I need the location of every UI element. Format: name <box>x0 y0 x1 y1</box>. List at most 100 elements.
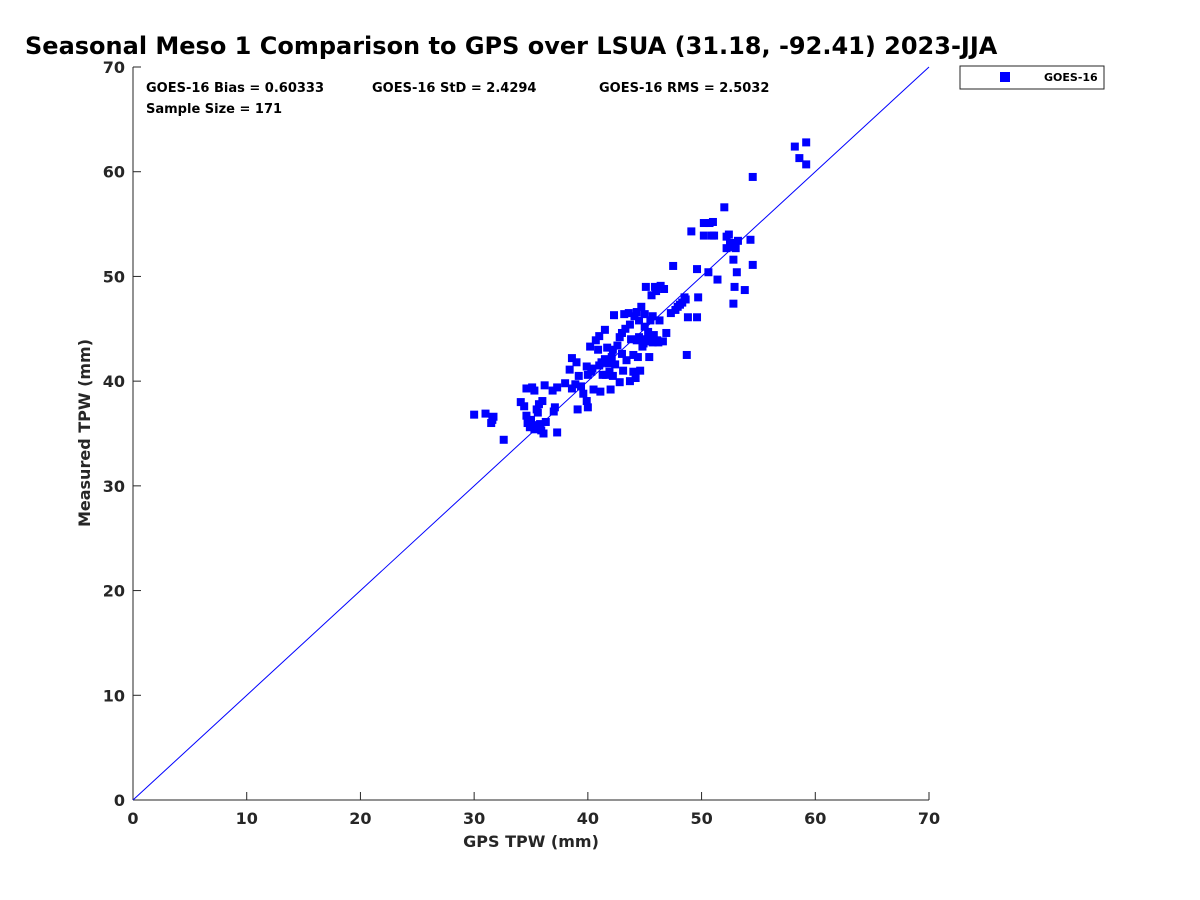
data-point <box>699 219 708 228</box>
data-point <box>622 356 631 365</box>
data-point <box>633 353 642 362</box>
x-tick-label: 10 <box>236 809 258 828</box>
data-point <box>629 350 638 359</box>
data-point <box>662 328 671 337</box>
y-tick-label: 70 <box>103 58 125 77</box>
data-point <box>646 316 655 325</box>
data-point <box>530 386 539 395</box>
data-point <box>571 380 580 389</box>
data-point <box>722 244 731 253</box>
data-point <box>533 408 542 417</box>
data-point <box>647 291 656 300</box>
data-point <box>619 366 628 375</box>
stats-annotation: GOES-16 Bias = 0.60333 GOES-16 StD = 2.4… <box>146 81 769 117</box>
data-point <box>641 282 650 291</box>
data-point <box>748 260 757 269</box>
data-point <box>624 309 633 318</box>
y-tick-label: 50 <box>103 267 125 286</box>
y-tick-label: 30 <box>103 477 125 496</box>
data-point <box>573 405 582 414</box>
axes: 0 10 20 30 40 50 60 70 0 10 20 30 40 50 60 70 <box>103 58 940 828</box>
data-point <box>625 320 634 329</box>
data-point <box>600 325 609 334</box>
legend-box <box>959 65 1105 90</box>
data-point <box>708 217 717 226</box>
data-point <box>635 333 644 342</box>
data-point <box>577 382 586 391</box>
data-point <box>727 243 736 252</box>
data-point <box>481 409 490 418</box>
data-point <box>655 316 664 325</box>
data-point <box>802 138 811 147</box>
data-point <box>603 343 612 352</box>
data-point <box>729 255 738 264</box>
data-point <box>645 353 654 362</box>
data-point <box>595 332 604 341</box>
data-point <box>582 397 591 406</box>
data-point <box>650 282 659 291</box>
data-point <box>710 231 719 240</box>
data-point <box>644 327 653 336</box>
data-point <box>516 398 525 407</box>
data-point <box>740 286 749 295</box>
x-tick-label: 50 <box>690 809 712 828</box>
data-point <box>586 342 595 351</box>
data-point <box>608 345 617 354</box>
data-point <box>802 160 811 169</box>
data-point <box>470 410 479 419</box>
data-point <box>561 379 570 388</box>
y-tick-label: 20 <box>103 582 125 601</box>
data-point <box>613 341 622 350</box>
data-point <box>620 310 629 319</box>
data-point <box>658 337 667 346</box>
data-point <box>669 261 678 270</box>
data-point <box>666 309 675 318</box>
data-point <box>615 378 624 387</box>
data-point <box>540 381 549 390</box>
data-point <box>605 367 614 376</box>
data-point <box>579 389 588 398</box>
data-point <box>748 172 757 181</box>
stat-sample-size: Sample Size = 171 <box>146 102 282 117</box>
data-point <box>621 324 630 333</box>
data-point <box>627 335 636 344</box>
data-point <box>693 265 702 274</box>
data-point <box>694 293 703 302</box>
data-point <box>649 331 658 340</box>
data-point <box>607 353 616 362</box>
data-point <box>729 299 738 308</box>
data-point <box>648 338 657 347</box>
data-point <box>611 360 620 369</box>
data-point <box>550 403 559 412</box>
data-point <box>631 374 640 383</box>
data-point <box>687 227 696 236</box>
data-point <box>499 435 508 444</box>
data-point <box>640 322 649 331</box>
y-tick-label: 60 <box>103 163 125 182</box>
y-tick-label: 0 <box>114 791 125 810</box>
data-point <box>530 425 539 434</box>
data-point <box>652 287 661 296</box>
data-point <box>790 142 799 151</box>
data-point <box>726 238 734 247</box>
data-point <box>630 312 639 321</box>
x-tick-label: 0 <box>127 809 138 828</box>
data-point <box>699 231 708 240</box>
data-point <box>660 284 669 293</box>
x-tick-label: 20 <box>349 809 371 828</box>
data-point <box>683 313 692 322</box>
data-point <box>610 311 619 320</box>
data-point <box>731 244 740 253</box>
data-point <box>588 364 597 373</box>
data-point <box>538 397 547 406</box>
x-tick-label: 40 <box>577 809 599 828</box>
data-point <box>732 268 741 277</box>
data-point <box>596 387 605 396</box>
data-point <box>724 230 733 239</box>
stat-rms: GOES-16 RMS = 2.5032 <box>599 81 769 96</box>
data-point <box>636 366 645 375</box>
data-point <box>604 359 613 368</box>
data-point <box>574 371 583 380</box>
reference-line-group <box>132 66 930 801</box>
